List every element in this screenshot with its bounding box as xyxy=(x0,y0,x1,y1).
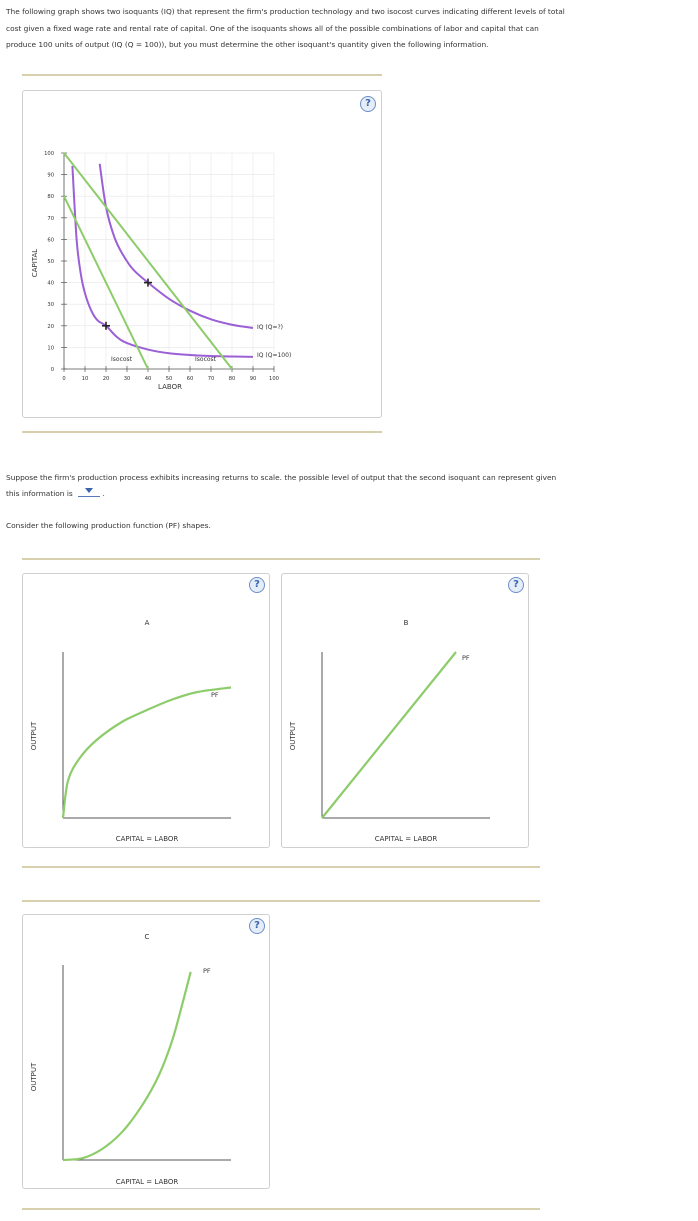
help-icon[interactable]: ? xyxy=(508,577,524,593)
y-tick-label: 30 xyxy=(47,302,54,308)
y-axis-title: OUTPUT xyxy=(30,721,38,750)
x-tick-label: 90 xyxy=(250,376,257,382)
y-tick-label: 40 xyxy=(47,281,54,287)
pf-label: PF xyxy=(211,691,219,699)
plus-point-icon[interactable] xyxy=(102,321,110,330)
pf-label: PF xyxy=(462,654,470,662)
x-tick-label: 80 xyxy=(229,376,236,382)
x-tick-label: 20 xyxy=(103,376,110,382)
intro-line-2: cost given a fixed wage rate and rental … xyxy=(6,23,539,33)
intro-text: The following graph shows two isoquants … xyxy=(6,4,646,54)
isoquant-chart: 0 10 20 30 40 50 60 70 80 90 100 0 10 20 30 40 50 60 70 80 9… xyxy=(31,151,291,391)
tick-labels: 0 10 20 30 40 50 60 70 80 90 100 0 10 20 30 40 50 60 70 80 9… xyxy=(44,151,279,382)
pf-chart-title: A xyxy=(145,619,150,627)
chart-points[interactable] xyxy=(102,278,152,330)
iq-known-label[interactable]: IQ (Q=100) xyxy=(257,352,291,359)
intro-line-3: produce 100 units of output (IQ (Q = 100… xyxy=(6,40,489,49)
intro-line-1: The following graph shows two isoquants … xyxy=(6,7,565,16)
x-tick-label: 50 xyxy=(166,376,173,382)
pf-chart-a: A PF CAPITAL = LABOR OUTPUT xyxy=(30,619,232,843)
pf-label: PF xyxy=(203,967,211,975)
chart-axes xyxy=(61,152,275,372)
chart-grid xyxy=(63,152,275,370)
pf-chart-title: C xyxy=(145,933,150,941)
x-tick-label: 0 xyxy=(62,376,65,382)
x-tick-label: 10 xyxy=(82,376,89,382)
x-tick-label: 30 xyxy=(124,376,131,382)
plus-point-icon[interactable] xyxy=(144,278,152,287)
iq-unknown-label[interactable]: IQ (Q=?) xyxy=(257,324,283,331)
x-axis-title: LABOR xyxy=(158,383,182,391)
help-icon[interactable]: ? xyxy=(360,96,376,112)
pf-chart-title: B xyxy=(404,619,409,627)
help-icon[interactable]: ? xyxy=(249,577,265,593)
y-tick-label: 50 xyxy=(47,259,54,265)
isocost-label-2[interactable]: Isocost xyxy=(195,356,217,363)
y-tick-label: 80 xyxy=(47,194,54,200)
pf-curve[interactable] xyxy=(321,651,457,819)
chevron-down-icon xyxy=(85,488,94,493)
y-axis-title: OUTPUT xyxy=(289,721,297,750)
consider-text: Consider the following production functi… xyxy=(6,521,211,530)
x-axis-title: CAPITAL = LABOR xyxy=(116,1178,179,1186)
y-tick-label: 70 xyxy=(47,216,54,222)
output-level-dropdown[interactable] xyxy=(78,487,101,497)
x-axis-title: CAPITAL = LABOR xyxy=(375,835,438,843)
question-suffix: . xyxy=(102,489,105,498)
isocost-line[interactable] xyxy=(63,152,233,370)
divider xyxy=(22,431,382,433)
x-tick-label: 60 xyxy=(187,376,194,382)
isoquant-curve[interactable] xyxy=(98,163,254,329)
question-line-2: this information is . xyxy=(6,486,666,502)
isoquant-curve[interactable] xyxy=(71,165,254,358)
divider xyxy=(22,866,540,868)
divider xyxy=(22,1208,540,1210)
isocost-line[interactable] xyxy=(63,195,149,370)
divider xyxy=(22,900,540,902)
y-axis-title: OUTPUT xyxy=(30,1062,38,1091)
x-tick-label: 100 xyxy=(269,376,279,382)
y-tick-label: 100 xyxy=(44,151,54,157)
isocost-label-1[interactable]: Isocost xyxy=(111,356,133,363)
x-axis-title: CAPITAL = LABOR xyxy=(116,835,179,843)
x-tick-label: 70 xyxy=(208,376,215,382)
help-icon[interactable]: ? xyxy=(249,918,265,934)
pf-chart-c: C PF CAPITAL = LABOR OUTPUT xyxy=(30,933,231,1186)
question-prefix: this information is xyxy=(6,489,73,498)
pf-chart-b: B PF CAPITAL = LABOR OUTPUT xyxy=(289,619,490,843)
x-tick-label: 40 xyxy=(145,376,152,382)
pf-panel-a: ? A PF CAPITAL = LABOR OUTPUT xyxy=(22,573,270,848)
y-tick-label: 0 xyxy=(51,367,54,373)
isoquant-chart-panel: ? 0 10 20 30 40 50 60 70 80 90 100 0 10 20 30 40 50 60 70 8… xyxy=(22,90,382,418)
y-tick-label: 20 xyxy=(47,324,54,330)
question-text: Suppose the firm's production process ex… xyxy=(6,470,666,502)
y-tick-label: 60 xyxy=(47,237,54,243)
pf-panel-b: ? B PF CAPITAL = LABOR OUTPUT xyxy=(281,573,529,848)
pf-curve[interactable] xyxy=(61,686,232,819)
divider xyxy=(22,558,540,560)
pf-panel-c: ? C PF CAPITAL = LABOR OUTPUT xyxy=(22,914,270,1189)
question-line-1: Suppose the firm's production process ex… xyxy=(6,473,557,482)
y-tick-label: 10 xyxy=(47,345,54,351)
y-axis-title: CAPITAL xyxy=(31,249,39,277)
divider xyxy=(22,74,382,76)
y-tick-label: 90 xyxy=(47,173,54,179)
pf-curve[interactable] xyxy=(62,971,192,1162)
